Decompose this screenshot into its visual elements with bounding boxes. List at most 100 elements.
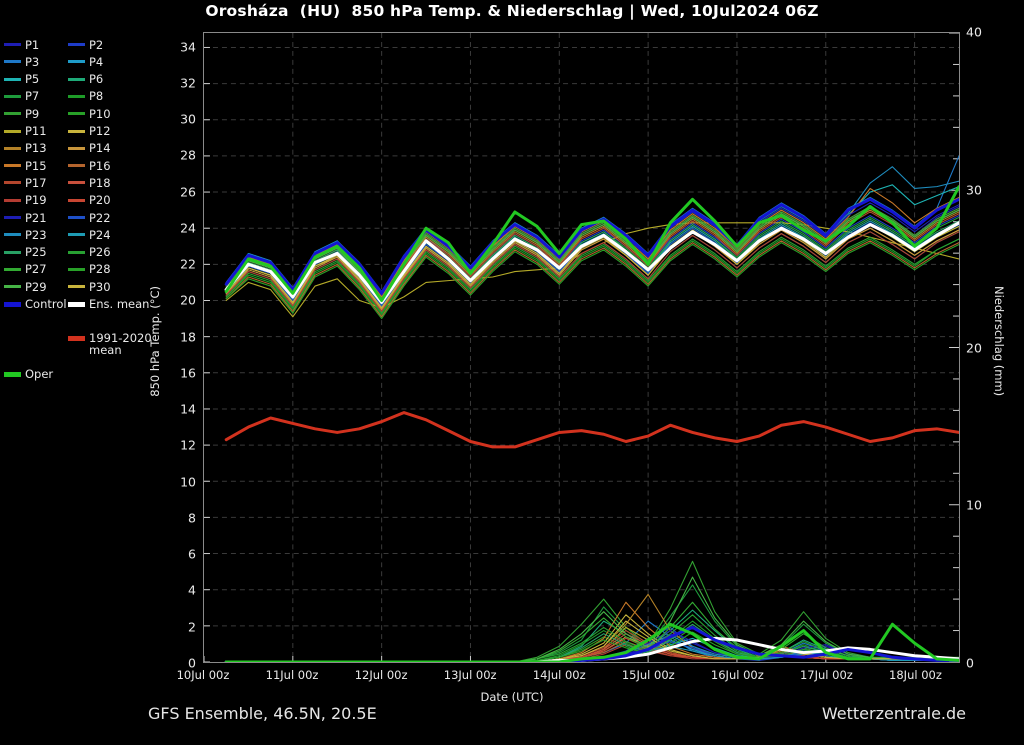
legend-item-p13[interactable]: P13 (4, 140, 47, 157)
y-tick-left: 0 (188, 655, 196, 671)
legend-item-p15[interactable]: P15 (4, 157, 47, 174)
legend-item-p3[interactable]: P3 (4, 53, 39, 70)
legend-label: P21 (25, 210, 47, 225)
y-tick-left: 14 (180, 401, 196, 417)
legend-label: P1 (25, 37, 40, 52)
y-axis-left-ticks: 0 2 4 6 8 10 12 14 16 18 20 22 24 26 28 30 32 34 (150, 32, 196, 671)
y-tick-left: 8 (188, 510, 196, 526)
y-tick-left: 24 (180, 220, 196, 236)
legend-color-swatch (68, 94, 85, 98)
legend-item-p12[interactable]: P12 (68, 123, 111, 140)
legend-color-swatch (4, 216, 21, 219)
legend-color-swatch (4, 60, 21, 64)
legend-item-oper[interactable]: Oper (4, 366, 53, 383)
legend-item-clim-mean[interactable]: 1991-2020 mean (68, 332, 152, 356)
legend-color-swatch (4, 198, 21, 202)
legend-color-swatch (4, 267, 21, 271)
legend-item-p28[interactable]: P28 (68, 261, 111, 278)
legend-color-swatch (4, 112, 21, 116)
data-traces (224, 155, 959, 662)
y-tick-left: 28 (180, 147, 196, 163)
legend-item-p19[interactable]: P19 (4, 192, 47, 209)
legend-item-p9[interactable]: P9 (4, 105, 39, 122)
legend-item-p29[interactable]: P29 (4, 278, 47, 295)
y-tick-left: 6 (188, 546, 196, 562)
legend-label: P12 (89, 124, 111, 138)
legend-item-p20[interactable]: P20 (68, 192, 111, 209)
x-tick: 12Jul 00z (354, 668, 408, 682)
legend-color-swatch (68, 233, 85, 237)
legend-label: Control (25, 297, 67, 311)
gridlines (204, 33, 959, 662)
legend-label: P16 (89, 158, 111, 173)
x-tick: 13Jul 00z (443, 668, 497, 682)
legend-label: P30 (89, 279, 111, 294)
legend-label: P20 (89, 193, 111, 208)
legend-color-swatch (68, 112, 85, 116)
legend-label: Oper (25, 367, 54, 381)
legend-item-p18[interactable]: P18 (68, 174, 111, 191)
legend-item-control[interactable]: Control (4, 296, 67, 313)
y-tick-right: 40 (966, 24, 982, 40)
y-tick-left: 20 (180, 292, 196, 308)
legend-item-p21[interactable]: P21 (4, 209, 47, 226)
legend-color-swatch (68, 216, 85, 219)
legend-item-p27[interactable]: P27 (4, 261, 47, 278)
plot-area (203, 32, 960, 663)
legend-color-swatch (68, 77, 85, 81)
legend-label: P23 (25, 227, 47, 242)
footer-source: Wetterzentrale.de (821, 704, 966, 723)
y-tick-left: 2 (188, 619, 196, 635)
y-axis-right-ticks: 0 10 20 30 40 (966, 25, 1006, 671)
y-tick-left: 26 (180, 184, 196, 200)
legend-item-p11[interactable]: P11 (4, 123, 47, 140)
legend-color-swatch (4, 129, 21, 133)
legend-label: P18 (89, 175, 111, 190)
legend-label: P25 (25, 245, 47, 260)
legend-item-p8[interactable]: P8 (68, 88, 103, 105)
legend-color-swatch (4, 285, 21, 289)
legend-item-p10[interactable]: P10 (68, 105, 111, 122)
legend-item-p14[interactable]: P14 (68, 140, 111, 157)
y-tick-left: 34 (180, 39, 196, 54)
y-tick-left: 30 (180, 111, 196, 127)
legend-label: 1991-2020 mean (89, 330, 152, 357)
legend-item-p26[interactable]: P26 (68, 244, 111, 261)
legend-item-ens-mean[interactable]: Ens. mean (68, 296, 149, 313)
x-tick: 18Jul 00z (889, 668, 942, 682)
legend-label: Ens. mean (89, 297, 150, 311)
legend-color-swatch (68, 60, 85, 64)
y-axis-left-label: 850 hPa Temp. (°C) (148, 286, 162, 397)
page-title: Orosháza (HU) 850 hPa Temp. & Niederschl… (205, 2, 819, 20)
legend-color-swatch (68, 181, 85, 185)
legend-item-p6[interactable]: P6 (68, 71, 103, 88)
legend-item-p25[interactable]: P25 (4, 244, 47, 261)
legend-label: P28 (89, 262, 111, 277)
legend-label: P9 (25, 106, 40, 121)
legend-color-swatch (68, 146, 85, 150)
legend-item-p17[interactable]: P17 (4, 174, 47, 191)
legend-color-swatch (4, 371, 21, 377)
legend-item-p1[interactable]: P1 (4, 36, 39, 53)
legend-item-p2[interactable]: P2 (68, 36, 103, 53)
legend-label: P4 (89, 54, 104, 69)
legend-label: P22 (89, 210, 111, 225)
x-tick: 15Jul 00z (621, 668, 675, 682)
legend-item-p4[interactable]: P4 (68, 53, 103, 70)
legend: P1 P2 P3 P4 P5 P6 P7 P8 P9 P10 P11 P12 P13 P14 P15 P16 P… (4, 36, 164, 380)
legend-item-p23[interactable]: P23 (4, 226, 47, 243)
legend-item-p24[interactable]: P24 (68, 226, 111, 243)
legend-item-p5[interactable]: P5 (4, 71, 39, 88)
legend-label: P26 (89, 245, 111, 260)
legend-item-p22[interactable]: P22 (68, 209, 111, 226)
y-tick-right: 20 (966, 340, 982, 355)
legend-color-swatch (4, 233, 21, 237)
y-tick-left: 16 (180, 365, 196, 381)
legend-color-swatch (4, 181, 21, 185)
legend-item-p16[interactable]: P16 (68, 157, 111, 174)
legend-item-p30[interactable]: P30 (68, 278, 111, 295)
legend-color-swatch (4, 77, 21, 81)
legend-color-swatch (4, 164, 21, 168)
legend-item-p7[interactable]: P7 (4, 88, 39, 105)
x-axis-label: Date (UTC) (480, 690, 544, 704)
